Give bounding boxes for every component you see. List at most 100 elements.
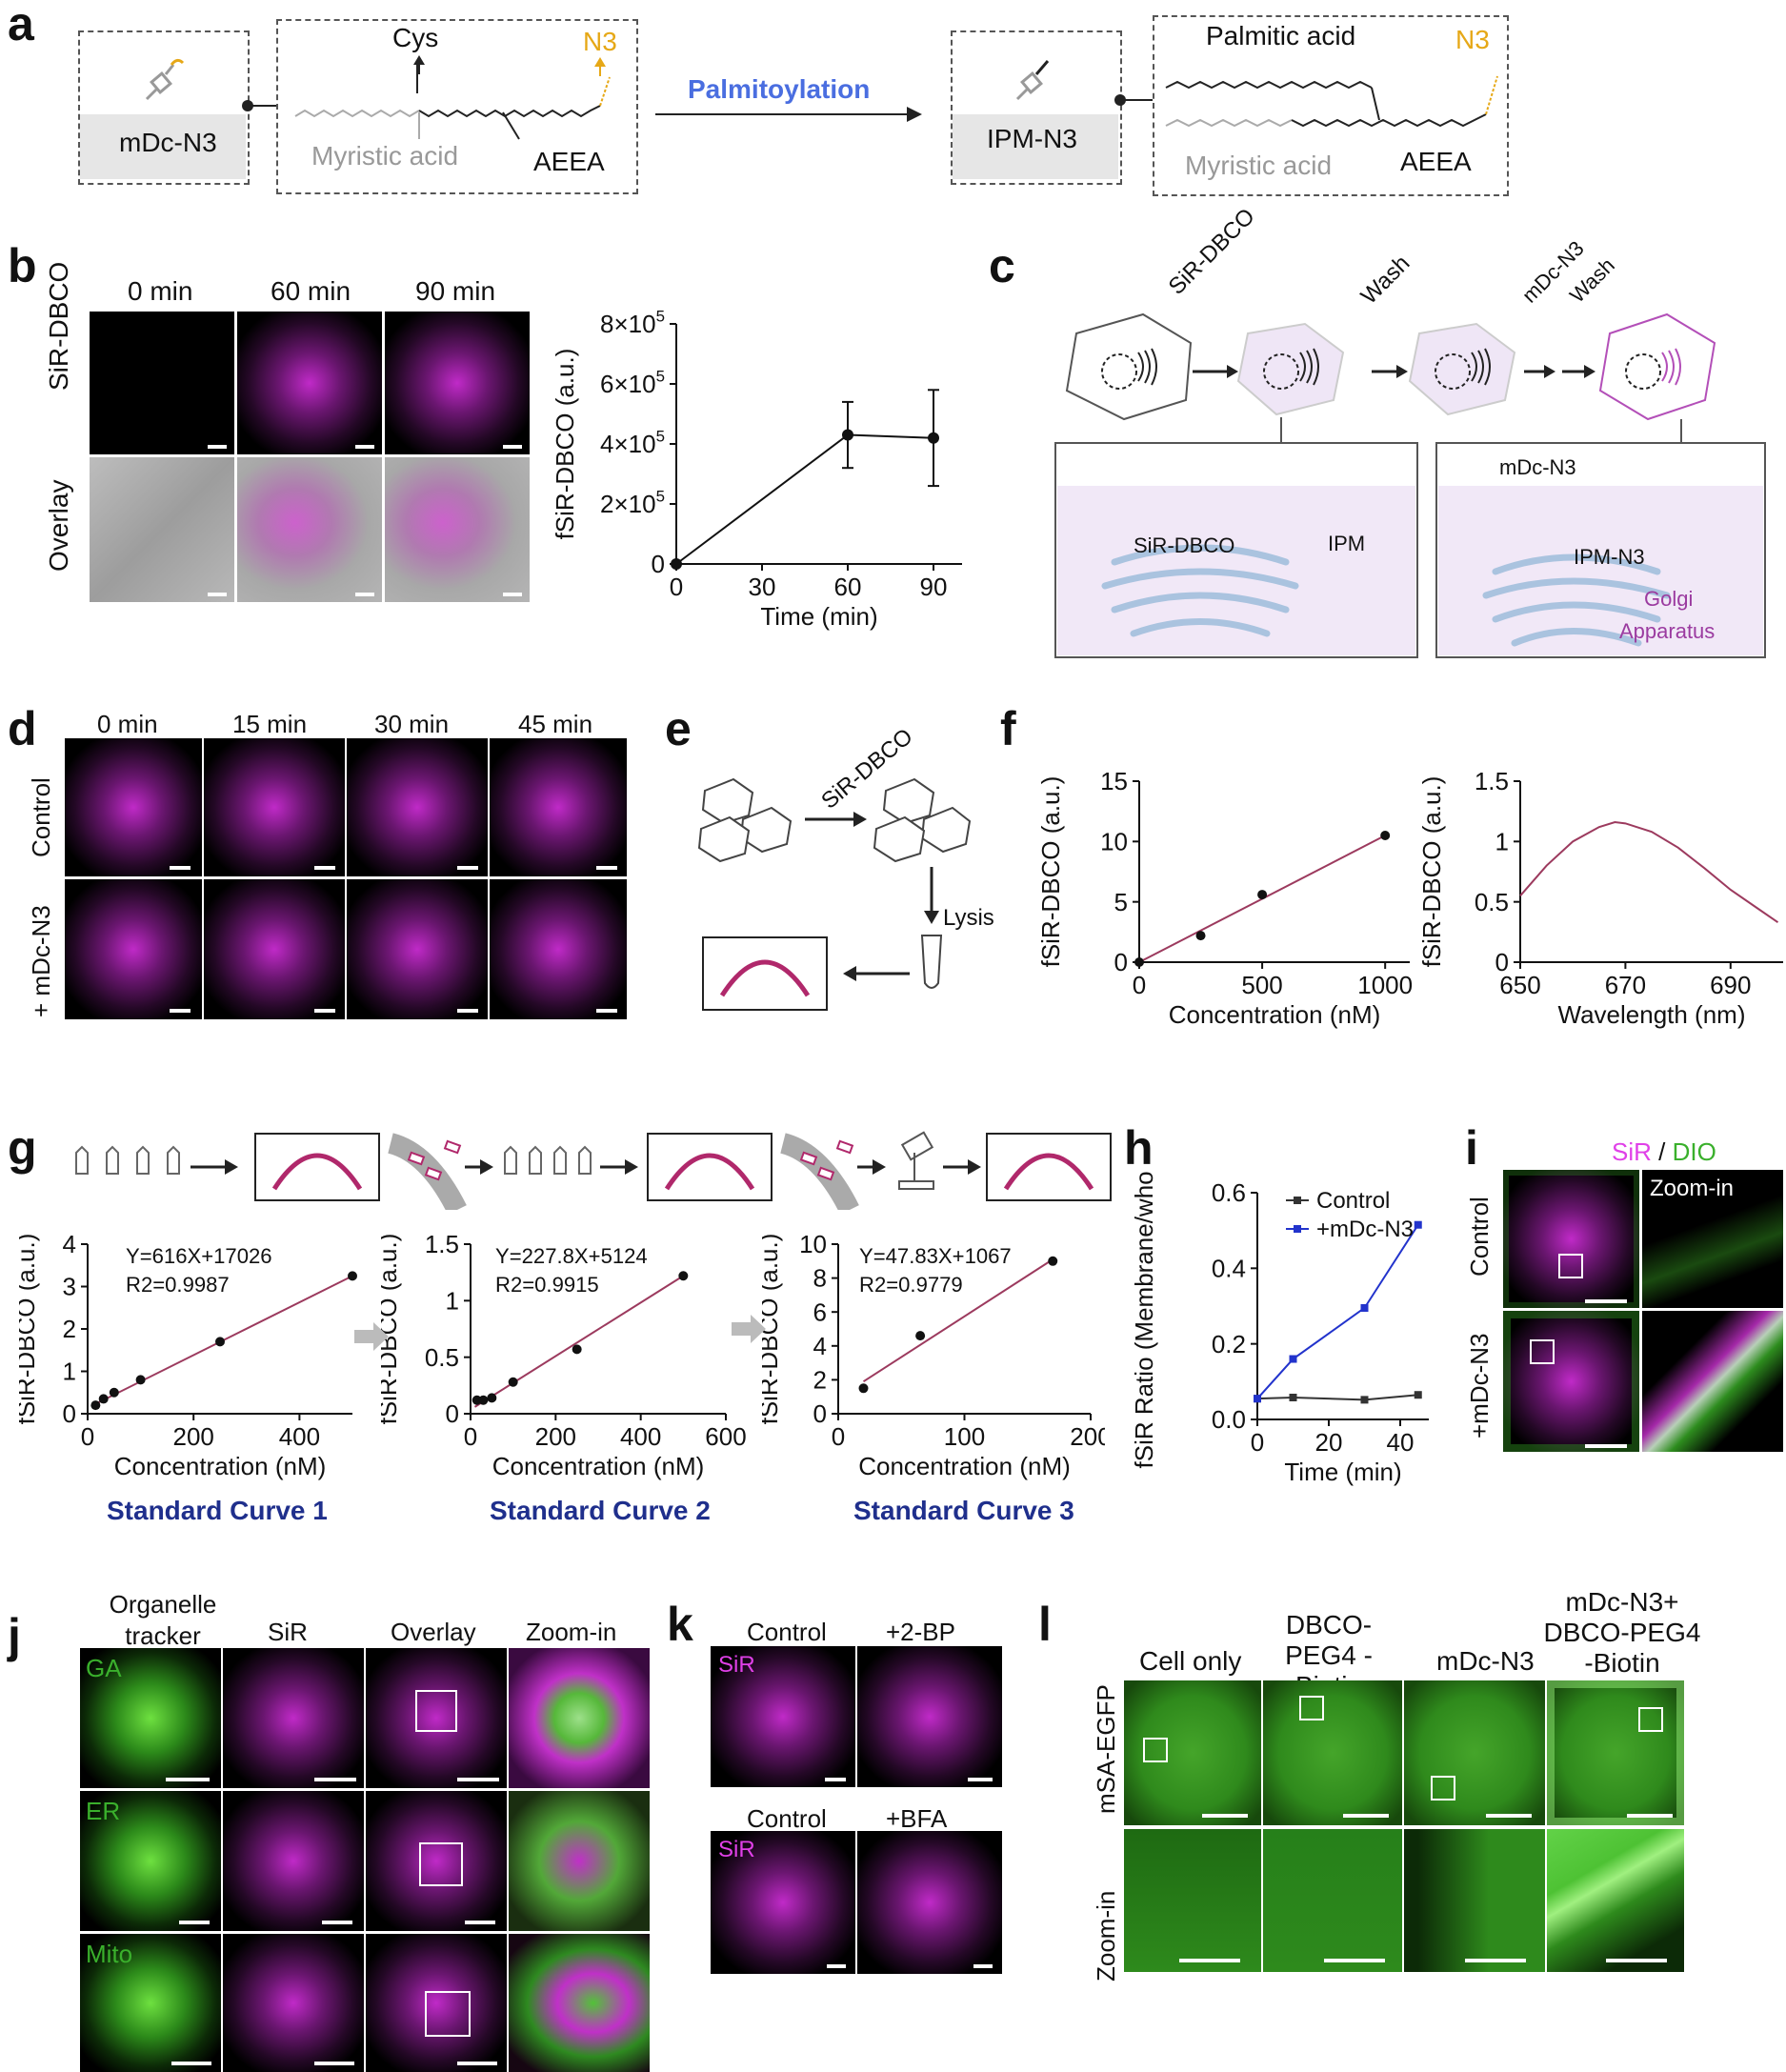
series-line (1256, 1394, 1418, 1401)
data-point (109, 1387, 119, 1398)
k-2bp (857, 1646, 1002, 1787)
probe-icon-1 (145, 58, 185, 101)
y-axis-label: fSiR-DBCO (a.u.) (1038, 776, 1065, 968)
b-col-2: 90 min (415, 276, 496, 306)
k-bottom-0: Control (747, 1804, 827, 1833)
y-tick-label: 4 (63, 1230, 76, 1258)
probe-label-1: mDc-N3 (119, 128, 217, 157)
y-tick-label: 15 (1100, 767, 1128, 795)
x-tick-label: 40 (1387, 1428, 1415, 1457)
panel-label-k: k (667, 1598, 693, 1651)
y-axis-label: fSiR-DBCO (a.u.) (762, 1234, 783, 1425)
i-title-slash: / (1651, 1137, 1673, 1166)
x-tick-label: 690 (1710, 971, 1751, 999)
x-tick-label: 0 (81, 1422, 94, 1451)
probe-icon-2 (1015, 60, 1050, 101)
y-tick-label: 0.5 (425, 1343, 459, 1372)
n3-label-2: N3 (1455, 25, 1490, 54)
x-tick-label: 400 (620, 1422, 661, 1451)
b-image-sir-60 (237, 312, 382, 454)
palmitoylation-arrow (655, 107, 922, 122)
x-axis-label: Time (min) (760, 602, 877, 631)
data-point (1360, 1303, 1369, 1312)
g-arrow-2 (732, 1315, 766, 1343)
panel-label-h: h (1124, 1121, 1154, 1175)
j-row-1: ER (86, 1797, 121, 1825)
x-axis-label: Concentration (nM) (492, 1452, 705, 1480)
data-point (215, 1337, 225, 1347)
l-zoom-0 (1124, 1829, 1261, 1972)
k-sir-label-2: SiR (718, 1837, 755, 1862)
data-point (1380, 831, 1391, 840)
k-bfa (857, 1831, 1002, 1974)
e-lysis: Lysis (943, 905, 994, 931)
y-tick-label: 1 (446, 1286, 459, 1315)
c-ipmn3-label: IPM-N3 (1574, 545, 1645, 569)
b-image-sir-90 (385, 312, 530, 454)
palmitoylation-label: Palmitoylation (688, 74, 871, 104)
k-sir-label-1: SiR (718, 1652, 755, 1678)
data-point (90, 1400, 101, 1411)
c-schematic (1054, 312, 1766, 658)
n3-label-1: N3 (583, 27, 617, 56)
x-axis-label: Wavelength (nm) (1558, 1000, 1746, 1029)
x-tick-label: 0 (464, 1422, 477, 1451)
l-col-0: Cell only (1139, 1646, 1242, 1676)
data-point (1257, 890, 1268, 900)
y-tick-label: 0 (652, 550, 665, 578)
structure-2 (1165, 75, 1498, 128)
l-row-1: Zoom-in (1092, 1890, 1120, 1981)
probe-label-2: IPM-N3 (987, 124, 1077, 153)
panel-label-e: e (665, 702, 692, 755)
j-col-0: Organelle tracker (109, 1590, 217, 1650)
panel-label-f: f (1000, 702, 1016, 755)
data-point (858, 1383, 869, 1394)
y-tick-label: 3 (63, 1273, 76, 1301)
y-axis-label: fSiR-DBCO (a.u.) (1419, 776, 1446, 968)
legend-marker (1294, 1197, 1301, 1204)
y-tick-label: 2 (813, 1366, 827, 1395)
series-line (675, 433, 934, 565)
data-point (1360, 1396, 1369, 1404)
c-ipm-label: IPM (1328, 532, 1366, 555)
i-row-0: Control (1465, 1197, 1494, 1277)
x-tick-label: 200 (1070, 1422, 1105, 1451)
annotation: Y=227.8X+5124 (495, 1244, 648, 1268)
y-axis-label: fSiR-DBCO (a.u.) (381, 1234, 402, 1425)
y-tick-label: 0 (446, 1399, 459, 1428)
data-point (487, 1393, 497, 1403)
panel-label-a: a (8, 0, 34, 50)
i-control-zoom: Zoom-in (1642, 1170, 1783, 1308)
l-zoom-2 (1404, 1829, 1545, 1972)
j-ga-sir (223, 1648, 364, 1788)
j-er-overlay (366, 1791, 507, 1931)
x-tick-label: 500 (1241, 971, 1282, 999)
y-tick-label: 0 (63, 1399, 76, 1428)
y-tick-label: 0.2 (1212, 1330, 1246, 1358)
x-tick-label: 200 (173, 1422, 214, 1451)
structure-box-2 (1153, 15, 1509, 196)
l-cell-only (1124, 1680, 1261, 1825)
j-row-0: GA (86, 1654, 122, 1682)
y-tick-label: 6 (813, 1298, 827, 1326)
data-point (1289, 1393, 1297, 1401)
g-schematics (75, 1131, 1112, 1210)
k-top-1: +2-BP (886, 1618, 955, 1646)
x-tick-label: 60 (834, 573, 862, 601)
aeea-label: AEEA (533, 147, 605, 176)
j-mito-zoom (509, 1934, 650, 2072)
i-title: SiR / DIO (1612, 1139, 1716, 1164)
j-row-2: Mito (86, 1940, 133, 1968)
l-col-2: mDc-N3 (1436, 1646, 1535, 1676)
legend-label: Control (1316, 1188, 1390, 1214)
i-title-sir: SiR (1612, 1137, 1652, 1166)
l-dbco-biotin (1263, 1680, 1402, 1825)
i-mdc-zoom (1642, 1311, 1783, 1452)
j-mito-tracker: Mito (80, 1934, 221, 2072)
connector-1 (246, 105, 276, 107)
panel-label-i: i (1465, 1121, 1478, 1175)
data-point (671, 558, 682, 570)
y-tick-label: 8 (813, 1264, 827, 1293)
x-tick-label: 200 (535, 1422, 576, 1451)
probe-label-bg-1 (80, 114, 246, 179)
